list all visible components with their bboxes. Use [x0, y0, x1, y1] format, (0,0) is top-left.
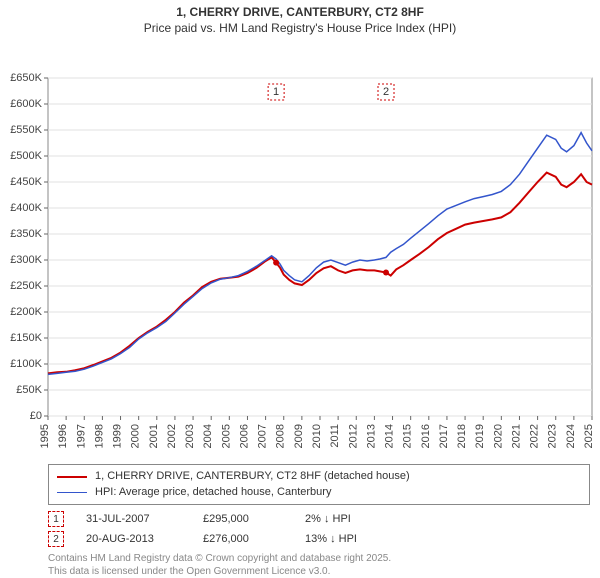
x-tick-label: 2013: [365, 424, 377, 448]
y-tick-label: £150K: [10, 332, 42, 344]
x-tick-label: 1996: [57, 424, 69, 448]
y-tick-label: £250K: [10, 280, 42, 292]
x-tick-label: 1999: [112, 424, 124, 448]
sale-date: 20-AUG-2013: [86, 533, 181, 545]
y-tick-label: £450K: [10, 176, 42, 188]
x-tick-label: 2007: [257, 424, 269, 448]
x-tick-label: 2016: [420, 424, 432, 448]
title-line-1: 1, CHERRY DRIVE, CANTERBURY, CT2 8HF: [0, 4, 600, 20]
footer-line-1: Contains HM Land Registry data © Crown c…: [48, 553, 590, 566]
x-tick-label: 2008: [275, 424, 287, 448]
x-tick-label: 1997: [75, 424, 87, 448]
x-tick-label: 2022: [529, 424, 541, 448]
sale-marker-number: 2: [383, 86, 389, 98]
x-tick-label: 2011: [329, 424, 341, 448]
y-tick-label: £550K: [10, 124, 42, 136]
plot-area: [48, 78, 592, 416]
sale-price: £276,000: [203, 533, 283, 545]
legend-label: HPI: Average price, detached house, Cant…: [95, 485, 331, 500]
y-tick-label: £0: [30, 410, 42, 422]
x-tick-label: 2021: [510, 424, 522, 448]
sale-delta: 2% ↓ HPI: [305, 513, 351, 525]
x-tick-label: 2009: [293, 424, 305, 448]
x-tick-label: 2025: [583, 424, 595, 448]
x-tick-label: 2023: [547, 424, 559, 448]
title-line-2: Price paid vs. HM Land Registry's House …: [0, 20, 600, 36]
sale-row-marker: 2: [48, 531, 64, 547]
legend-item: HPI: Average price, detached house, Cant…: [57, 485, 581, 500]
legend-label: 1, CHERRY DRIVE, CANTERBURY, CT2 8HF (de…: [95, 469, 410, 484]
legend-swatch: [57, 476, 87, 478]
y-tick-label: £200K: [10, 306, 42, 318]
x-tick-label: 2012: [347, 424, 359, 448]
y-tick-label: £600K: [10, 98, 42, 110]
x-tick-label: 2005: [220, 424, 232, 448]
y-tick-label: £400K: [10, 202, 42, 214]
x-tick-label: 2006: [238, 424, 250, 448]
sale-marker-number: 1: [273, 86, 279, 98]
legend-swatch: [57, 492, 87, 493]
sale-marker-dot: [383, 270, 389, 276]
y-tick-label: £100K: [10, 358, 42, 370]
x-tick-label: 2018: [456, 424, 468, 448]
footer-line-2: This data is licensed under the Open Gov…: [48, 566, 590, 578]
sale-row: 1 31-JUL-2007 £295,000 2% ↓ HPI: [48, 509, 590, 529]
x-tick-label: 2002: [166, 424, 178, 448]
y-tick-label: £650K: [10, 72, 42, 84]
sale-marker-dot: [273, 260, 279, 266]
x-tick-label: 2001: [148, 424, 160, 448]
x-tick-label: 2014: [384, 424, 396, 448]
x-tick-label: 2000: [130, 424, 142, 448]
x-tick-label: 2004: [202, 424, 214, 448]
sale-delta: 13% ↓ HPI: [305, 533, 357, 545]
y-tick-label: £500K: [10, 150, 42, 162]
y-tick-label: £50K: [16, 384, 42, 396]
chart-title: 1, CHERRY DRIVE, CANTERBURY, CT2 8HF Pri…: [0, 0, 600, 36]
sale-row-marker: 1: [48, 511, 64, 527]
y-tick-label: £300K: [10, 254, 42, 266]
x-tick-label: 2024: [565, 424, 577, 448]
legend: 1, CHERRY DRIVE, CANTERBURY, CT2 8HF (de…: [48, 464, 590, 505]
sale-price: £295,000: [203, 513, 283, 525]
chart-container: £0 £50K £100K £150K £200K £250K £300K £350K £400…: [0, 36, 600, 460]
x-tick-label: 2020: [492, 424, 504, 448]
x-tick-label: 2003: [184, 424, 196, 448]
series-price_paid: [48, 173, 592, 374]
footer-attribution: Contains HM Land Registry data © Crown c…: [48, 553, 590, 578]
sales-table: 1 31-JUL-2007 £295,000 2% ↓ HPI 2 20-AUG-2013…: [48, 509, 590, 549]
x-tick-label: 2015: [402, 424, 414, 448]
sale-row: 2 20-AUG-2013 £276,000 13% ↓ HPI: [48, 529, 590, 549]
y-tick-label: £350K: [10, 228, 42, 240]
x-tick-label: 1998: [93, 424, 105, 448]
x-tick-label: 2010: [311, 424, 323, 448]
x-tick-label: 1995: [39, 424, 51, 448]
line-chart: £0 £50K £100K £150K £200K £250K £300K £350K £400…: [0, 36, 600, 460]
x-tick-label: 2017: [438, 424, 450, 448]
x-tick-label: 2019: [474, 424, 486, 448]
legend-item: 1, CHERRY DRIVE, CANTERBURY, CT2 8HF (de…: [57, 469, 581, 484]
sale-date: 31-JUL-2007: [86, 513, 181, 525]
